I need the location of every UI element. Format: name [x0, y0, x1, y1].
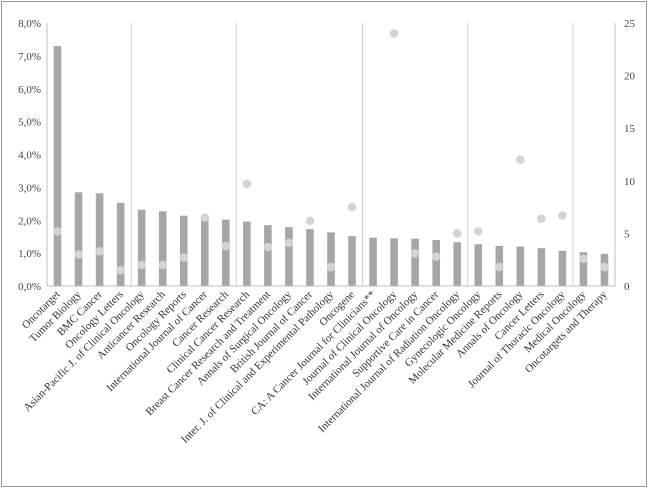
- point-4: [137, 260, 146, 270]
- right-tick-label: 20: [624, 71, 636, 83]
- left-tick-label: 2,0%: [18, 215, 41, 227]
- bar-25: [579, 252, 588, 286]
- bar-22: [516, 246, 525, 286]
- point-13: [326, 262, 336, 272]
- bars-series: [53, 46, 609, 287]
- bar-0: [53, 46, 62, 287]
- point-12: [305, 216, 315, 226]
- right-y-tick-labels: 0 5 10 15 20 25: [624, 18, 636, 293]
- point-1: [74, 250, 83, 259]
- bar-6: [179, 215, 188, 286]
- bar-4: [137, 209, 146, 286]
- point-7: [200, 213, 210, 222]
- bar-24: [558, 250, 567, 286]
- point-10: [263, 242, 273, 252]
- point-19: [452, 229, 462, 238]
- left-tick-label: 4,0%: [18, 150, 41, 162]
- point-18: [431, 252, 441, 261]
- point-25: [579, 254, 588, 263]
- point-22: [516, 155, 525, 165]
- point-3: [116, 265, 125, 275]
- right-tick-label: 10: [624, 176, 636, 188]
- point-6: [179, 253, 189, 262]
- left-tick-label: 6,0%: [18, 84, 41, 96]
- point-8: [221, 241, 231, 251]
- point-2: [95, 246, 104, 256]
- point-21: [494, 262, 504, 272]
- point-0: [53, 226, 62, 236]
- point-23: [537, 214, 546, 223]
- point-14: [347, 202, 357, 212]
- bar-17: [411, 238, 419, 286]
- group-dividers: [130, 23, 574, 286]
- left-tick-label: 5,0%: [18, 117, 41, 129]
- left-tick-label: 8,0%: [18, 18, 41, 30]
- right-tick-label: 0: [624, 281, 630, 293]
- right-tick-label: 25: [624, 18, 636, 30]
- bar-5: [158, 211, 167, 286]
- left-tick-label: 0,0%: [18, 281, 41, 293]
- point-11: [284, 238, 294, 248]
- point-24: [558, 211, 567, 220]
- left-tick-label: 7,0%: [18, 51, 41, 63]
- bar-3: [116, 202, 125, 286]
- bar-7: [200, 216, 209, 286]
- points-series: [53, 29, 609, 275]
- bar-2: [95, 193, 104, 286]
- point-17: [410, 249, 420, 258]
- bar-9: [243, 221, 251, 286]
- bar-20: [474, 244, 483, 286]
- right-tick-label: 5: [624, 228, 630, 240]
- bar-10: [264, 225, 272, 286]
- axes: [46, 23, 616, 287]
- left-tick-label: 3,0%: [18, 182, 41, 194]
- left-y-tick-labels: 0,0% 1,0% 2,0% 3,0% 4,0% 5,0% 6,0% 7,0% 8,0%: [18, 18, 41, 293]
- bar-15: [369, 237, 377, 286]
- point-5: [158, 260, 168, 270]
- bar-11: [285, 227, 293, 286]
- bar-8: [222, 219, 230, 286]
- point-26: [600, 262, 609, 272]
- bar-13: [327, 232, 335, 286]
- right-tick-label: 15: [624, 123, 636, 135]
- bar-12: [306, 229, 314, 286]
- point-9: [242, 179, 252, 189]
- point-20: [473, 226, 483, 236]
- point-16: [389, 29, 399, 38]
- bar-1: [74, 192, 83, 286]
- bar-23: [537, 248, 546, 286]
- left-tick-label: 1,0%: [18, 248, 41, 260]
- bar-14: [348, 236, 356, 286]
- bar-19: [453, 242, 462, 286]
- bar-18: [432, 239, 440, 286]
- bar-16: [390, 238, 398, 286]
